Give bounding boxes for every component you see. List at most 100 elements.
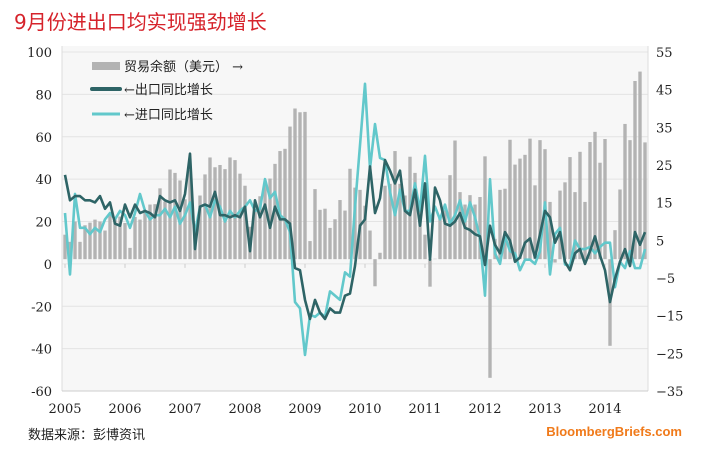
- left-tick-label: -60: [31, 385, 52, 400]
- balance-bar: [423, 234, 427, 260]
- balance-bar: [468, 195, 472, 260]
- balance-bar: [498, 189, 502, 260]
- balance-bar: [83, 225, 87, 260]
- balance-bar: [183, 199, 187, 260]
- x-tick-label: 2012: [468, 402, 501, 417]
- left-tick-label: 80: [35, 88, 52, 103]
- balance-bar: [523, 154, 527, 260]
- balance-bar: [528, 138, 532, 260]
- balance-bar: [263, 183, 267, 260]
- balance-bar: [148, 204, 152, 260]
- balance-bar: [513, 164, 517, 260]
- balance-bar: [463, 204, 467, 260]
- balance-bar: [413, 172, 417, 260]
- balance-bar: [488, 259, 492, 378]
- x-tick-label: 2009: [288, 402, 321, 417]
- balance-bar: [313, 189, 317, 260]
- balance-bar: [213, 167, 217, 260]
- right-tick-label: −35: [656, 385, 683, 400]
- left-tick-label: -40: [31, 343, 52, 358]
- balance-bar: [403, 195, 407, 260]
- balance-bar: [443, 210, 447, 260]
- balance-bar: [268, 178, 272, 260]
- balance-bar: [108, 213, 112, 260]
- balance-bar: [588, 142, 592, 260]
- balance-bar: [228, 157, 232, 260]
- balance-bar: [623, 123, 627, 260]
- balance-bar: [258, 196, 262, 260]
- balance-bar: [638, 71, 642, 260]
- balance-bar: [448, 175, 452, 260]
- balance-bar: [563, 182, 567, 260]
- right-tick-label: 25: [656, 159, 673, 174]
- balance-bar: [418, 209, 422, 260]
- balance-bar: [88, 222, 92, 260]
- balance-bar: [63, 234, 67, 260]
- x-tick-label: 2014: [588, 402, 621, 417]
- left-tick-label: 60: [35, 131, 52, 146]
- balance-bar: [78, 241, 82, 260]
- balance-bar: [388, 183, 392, 260]
- balance-bar: [128, 247, 132, 260]
- x-tick-label: 2008: [228, 402, 261, 417]
- left-tick-label: 20: [35, 216, 52, 231]
- chart-title: 9月份进出口均实现强劲增长: [14, 10, 267, 34]
- right-tick-label: 15: [656, 197, 673, 212]
- legend-balance-label: 贸易余额（美元） →: [124, 59, 243, 75]
- balance-bar: [103, 230, 107, 260]
- balance-bar: [568, 157, 572, 260]
- balance-bar: [553, 259, 557, 263]
- x-tick-label: 2010: [348, 402, 381, 417]
- left-tick-label: 100: [27, 46, 52, 61]
- legend-balance-swatch: [92, 62, 120, 70]
- balance-bar: [308, 241, 312, 260]
- balance-bar: [618, 189, 622, 260]
- balance-bar: [328, 227, 332, 260]
- right-tick-label: 55: [656, 46, 673, 61]
- right-tick-label: 45: [656, 84, 673, 99]
- balance-bar: [93, 219, 97, 260]
- balance-bar: [278, 151, 282, 260]
- exports-line: [63, 152, 647, 321]
- right-tick-label: −15: [656, 310, 683, 325]
- balance-bar: [348, 168, 352, 260]
- balance-bar: [123, 223, 127, 260]
- balance-bar: [173, 172, 177, 260]
- balance-bar: [458, 192, 462, 260]
- balance-bar: [68, 241, 72, 260]
- x-tick-label: 2005: [48, 402, 81, 417]
- balance-bar: [478, 197, 482, 260]
- balance-bar: [303, 111, 307, 260]
- balance-bar: [118, 216, 122, 260]
- left-tick-label: 40: [35, 173, 52, 188]
- balance-bar: [153, 204, 157, 260]
- balance-bar: [643, 142, 647, 260]
- balance-bar: [98, 221, 102, 260]
- balance-bar: [158, 188, 162, 260]
- legend-imports-label: ←进口同比增长: [124, 108, 213, 123]
- balance-bar: [143, 210, 147, 260]
- balance-bar: [338, 200, 342, 260]
- balance-bar: [593, 131, 597, 260]
- balance-bar: [508, 139, 512, 260]
- brand-logo-text: BloombergBriefs.com: [546, 424, 682, 439]
- balance-bar: [298, 112, 302, 260]
- x-tick-label: 2011: [408, 402, 441, 417]
- balance-bar: [113, 219, 117, 260]
- x-tick-label: 2007: [168, 402, 201, 417]
- right-tick-label: −5: [656, 272, 675, 287]
- x-tick-label: 2006: [108, 402, 141, 417]
- right-tick-label: −25: [656, 347, 683, 362]
- balance-bar: [533, 185, 537, 260]
- balance-bar: [198, 195, 202, 260]
- left-tick-label: 0: [44, 258, 52, 273]
- balance-bar: [518, 158, 522, 260]
- balance-bar: [343, 210, 347, 260]
- balance-bar: [628, 140, 632, 260]
- balance-bar: [363, 205, 367, 260]
- balance-bar: [333, 219, 337, 260]
- right-tick-label: 5: [656, 234, 664, 249]
- balance-bar: [318, 209, 322, 260]
- balance-bar: [438, 216, 442, 260]
- balance-bar: [453, 140, 457, 260]
